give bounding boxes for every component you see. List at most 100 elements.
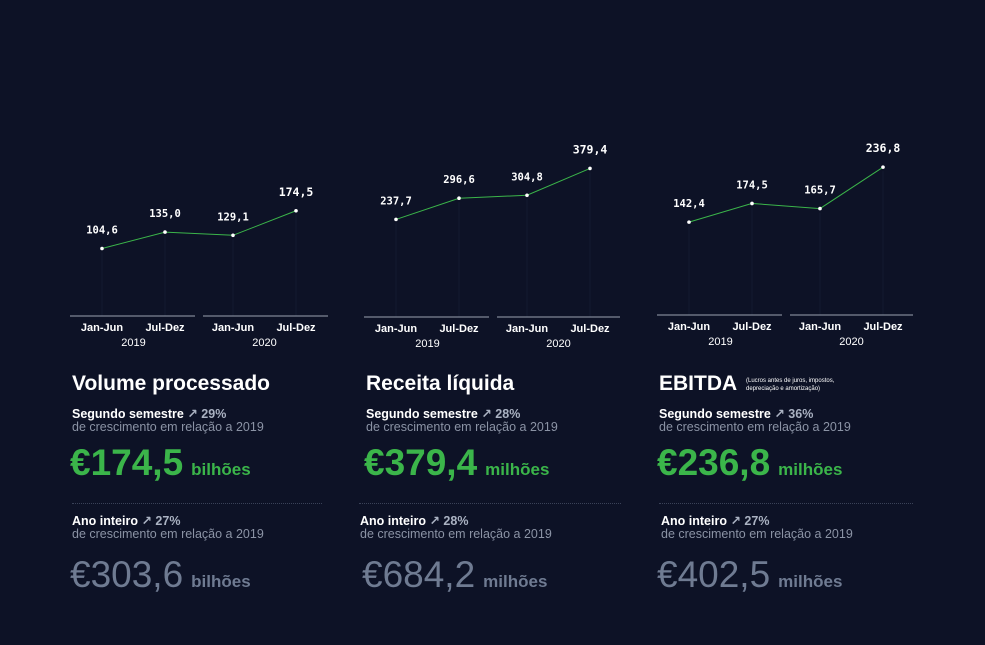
semester-value-unit: milhões [485,460,550,479]
data-point [231,233,235,238]
year-growth: 27% [744,514,770,528]
x-group-label: 2019 [708,336,732,348]
arrow-up-right-icon: ↗ [141,514,152,528]
x-tick-label: Jan-Jun [81,322,123,334]
data-point [457,196,461,201]
data-label: 165,7 [804,185,836,197]
data-point [687,220,691,224]
chart-ebitda: 142,4 174,5 165,7 236,8 Jan-Jun Jul-Dez Jan-Ju… [657,141,913,348]
panel-ebitda: 142,4 174,5 165,7 236,8 Jan-Jun Jul-Dez Jan-Ju… [657,0,947,645]
metric-title: Volume processado [72,372,271,395]
year-growth-text: de crescimento em relação a 2019 [360,527,552,541]
x-tick-label: Jan-Jun [506,323,548,335]
x-tick-label: Jan-Jun [212,322,254,334]
growth-text: de crescimento em relação a 2019 [659,420,851,434]
divider [659,503,913,504]
year-label-text: Ano inteiro [72,514,138,528]
data-point [818,206,822,211]
panel-volume: 104,6 135,0 129,1 174,5 Jan-Jun Jul-Dez Jan-Ju… [70,0,360,645]
x-tick-label: Jan-Jun [375,323,417,335]
semester-value-unit: milhões [778,460,843,479]
x-group-label: 2019 [121,337,145,349]
year-label: Ano inteiro ↗ 28% [360,513,468,528]
semester-value: €379,4 milhões [364,442,549,484]
year-label-text: Ano inteiro [360,514,426,528]
data-point [525,193,529,198]
x-group-label: 2020 [252,337,276,349]
divider [72,503,322,504]
semester-label: Segundo semestre ↗ 29% [72,406,226,421]
metric-note-line2: depreciação e amortização) [746,386,821,392]
growth-text: de crescimento em relação a 2019 [72,420,264,434]
series-line [688,166,884,223]
x-group-label: 2020 [839,336,863,348]
metric-note: (Lucros antes de juros, impostos, deprec… [746,377,834,393]
data-label: 379,4 [573,142,608,156]
year-value-unit: bilhões [191,572,251,591]
data-label: 236,8 [866,141,901,155]
data-label: 142,4 [673,198,705,210]
year-value-number: €402,5 [657,554,771,595]
year-value-unit: milhões [483,572,548,591]
data-point [588,166,592,171]
series-line [395,167,591,220]
series-line [101,210,297,249]
semester-label-text: Segundo semestre [72,407,184,421]
semester-label-text: Segundo semestre [366,407,478,421]
x-group-label: 2020 [546,338,570,350]
year-value: €402,5 milhões [657,554,842,596]
data-label: 174,5 [736,179,768,191]
arrow-up-right-icon: ↗ [429,514,440,528]
semester-value-number: €379,4 [364,442,478,483]
semester-value-number: €174,5 [70,442,184,483]
semester-value: €236,8 milhões [657,442,842,484]
panel-receita: 237,7 296,6 304,8 379,4 Jan-Jun Jul-Dez Jan-Ju… [359,0,654,645]
semester-label: Segundo semestre ↗ 36% [659,406,813,421]
year-value-number: €684,2 [362,554,476,595]
year-growth-text: de crescimento em relação a 2019 [72,527,264,541]
data-label: 104,6 [86,225,118,237]
year-label: Ano inteiro ↗ 27% [72,513,180,528]
semester-value-unit: bilhões [191,460,251,479]
metric-title: Receita líquida [366,372,515,395]
arrow-up-right-icon: ↗ [481,407,492,421]
semester-growth: 29% [201,407,227,421]
x-tick-label: Jan-Jun [799,321,841,333]
x-tick-label: Jan-Jun [668,321,710,333]
year-growth: 28% [443,514,469,528]
semester-value: €174,5 bilhões [70,442,251,484]
semester-growth: 36% [788,407,814,421]
metric-title: EBITDA [659,372,738,395]
growth-text: de crescimento em relação a 2019 [366,420,558,434]
data-point [881,165,885,169]
year-value: €684,2 milhões [362,554,547,596]
x-tick-label: Jul-Dez [276,322,316,334]
arrow-up-right-icon: ↗ [774,407,785,421]
year-label-text: Ano inteiro [661,514,727,528]
year-label: Ano inteiro ↗ 27% [661,513,769,528]
data-label: 135,0 [149,208,181,220]
year-value-number: €303,6 [70,554,184,595]
arrow-up-right-icon: ↗ [187,407,198,421]
x-tick-label: Jul-Dez [145,322,185,334]
data-point [163,230,167,234]
data-point [750,201,754,206]
year-growth-text: de crescimento em relação a 2019 [661,527,853,541]
semester-growth: 28% [495,407,521,421]
chart-volume: 104,6 135,0 129,1 174,5 Jan-Jun Jul-Dez Jan-Ju… [70,185,328,349]
year-value: €303,6 bilhões [70,554,251,596]
year-growth: 27% [155,514,181,528]
metric-note-line1: (Lucros antes de juros, impostos, [746,378,835,384]
chart-receita: 237,7 296,6 304,8 379,4 Jan-Jun Jul-Dez Jan-Ju… [364,142,620,350]
data-label: 296,6 [443,174,475,186]
x-tick-label: Jul-Dez [863,321,903,333]
semester-label: Segundo semestre ↗ 28% [366,406,520,421]
divider [359,503,621,504]
data-point [294,208,298,213]
x-tick-label: Jul-Dez [732,321,772,333]
semester-value-number: €236,8 [657,442,771,483]
x-tick-label: Jul-Dez [570,323,610,335]
data-point [100,246,104,251]
data-label: 129,1 [217,211,249,223]
data-label: 174,5 [279,185,314,199]
